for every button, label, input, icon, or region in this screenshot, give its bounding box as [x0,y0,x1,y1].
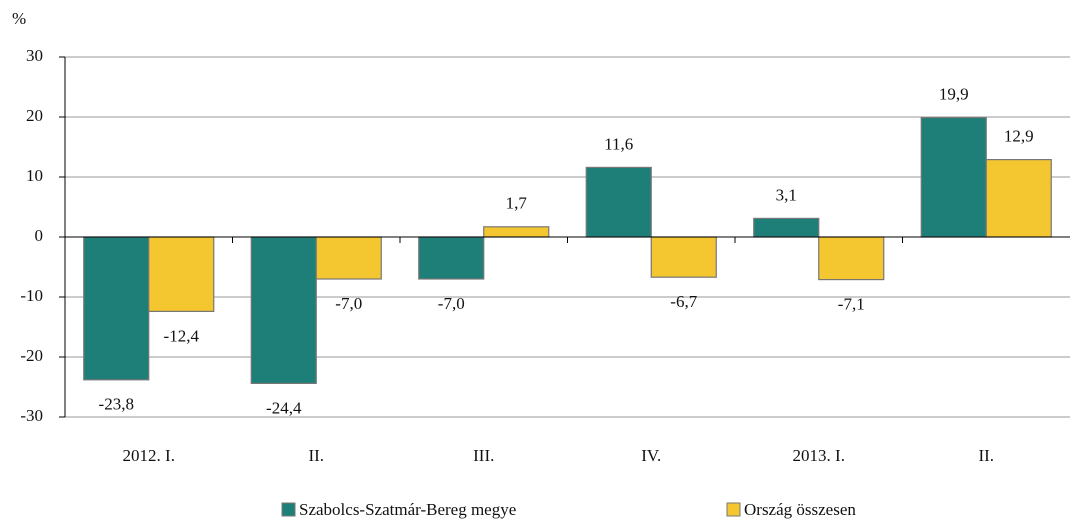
value-label: 1,7 [506,194,528,213]
value-label: -7,1 [838,295,865,314]
value-label: -7,0 [335,294,362,313]
value-label: 12,9 [1004,127,1034,146]
y-tick-label: -10 [20,286,43,305]
bar [83,236,150,381]
legend-label: Ország összesen [744,500,856,519]
bar [585,166,652,238]
bar [315,236,382,280]
y-tick-label: 30 [26,46,43,65]
value-label: 19,9 [939,85,969,104]
y-tick-label: 20 [26,106,43,125]
x-tick-label: 2013. I. [793,446,845,465]
bar [818,236,885,281]
bar [753,217,820,238]
bar [250,236,317,384]
x-tick-label: IV. [641,446,661,465]
value-label: 3,1 [776,185,797,204]
bar [650,236,717,278]
y-tick-label: 10 [26,166,43,185]
value-label: 11,6 [604,134,633,153]
bar [148,236,215,313]
x-tick-label: II. [978,446,994,465]
value-label: -6,7 [670,292,697,311]
x-tick-label: III. [473,446,494,465]
x-tick-label: 2012. I. [123,446,175,465]
bar [985,159,1052,238]
value-label: -24,4 [266,398,302,417]
y-tick-label: 0 [35,226,44,245]
legend-label: Szabolcs-Szatmár-Bereg megye [299,500,516,519]
bar [920,116,987,238]
y-axis-label: % [12,9,26,28]
bar [483,226,550,238]
value-label: -12,4 [164,326,200,345]
y-tick-label: -30 [20,406,43,425]
legend-swatch [281,502,296,517]
value-label: -23,8 [99,395,134,414]
bar [418,236,485,280]
value-label: -7,0 [438,294,465,313]
y-tick-label: -20 [20,346,43,365]
x-tick-label: II. [308,446,324,465]
legend-swatch [726,502,741,517]
